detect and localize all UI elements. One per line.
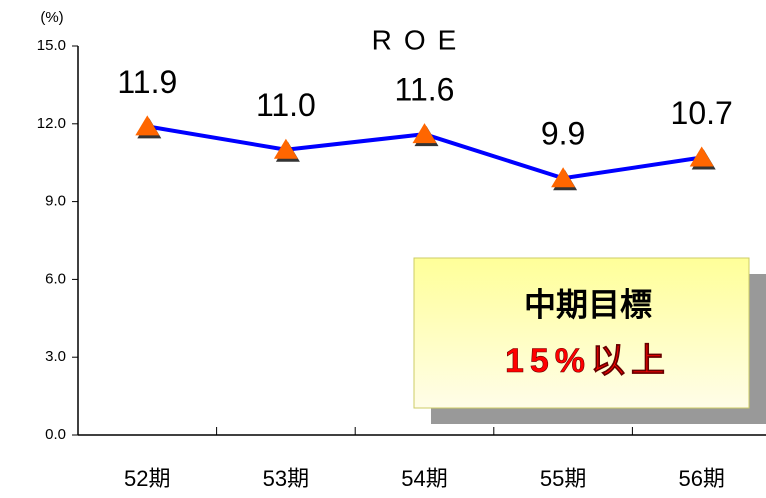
x-tick-label: 52期 [124,466,170,491]
annotation-text: 中期目標 [524,286,652,322]
x-tick-label: 55期 [540,466,586,491]
annotation: 中期目標 15%以上 [413,257,766,424]
data-label: 11.9 [117,64,177,100]
annotation-box [413,257,750,409]
y-tick-label: 6.0 [45,270,66,287]
marker [135,115,160,136]
data-label: 9.9 [541,116,585,152]
data-label: 10.7 [671,95,733,131]
annotation-text: 15%以上 [505,342,671,380]
data-label: 11.0 [256,87,316,123]
y-tick-label: 15.0 [37,37,66,54]
marker [551,167,576,188]
y-tick-label: 12.0 [37,115,66,132]
y-unit: (%) [40,9,63,26]
marker [273,138,298,159]
x-tick-label: 56期 [678,466,724,491]
y-tick-label: 0.0 [45,426,66,443]
x-tick-label: 54期 [401,466,447,491]
y-tick-label: 3.0 [45,348,66,365]
marker [689,146,714,167]
chart-title: ROE [372,24,469,55]
data-label: 11.6 [395,72,455,108]
x-tick-label: 53期 [263,466,309,491]
marker [412,123,437,144]
y-tick-label: 9.0 [45,193,66,210]
